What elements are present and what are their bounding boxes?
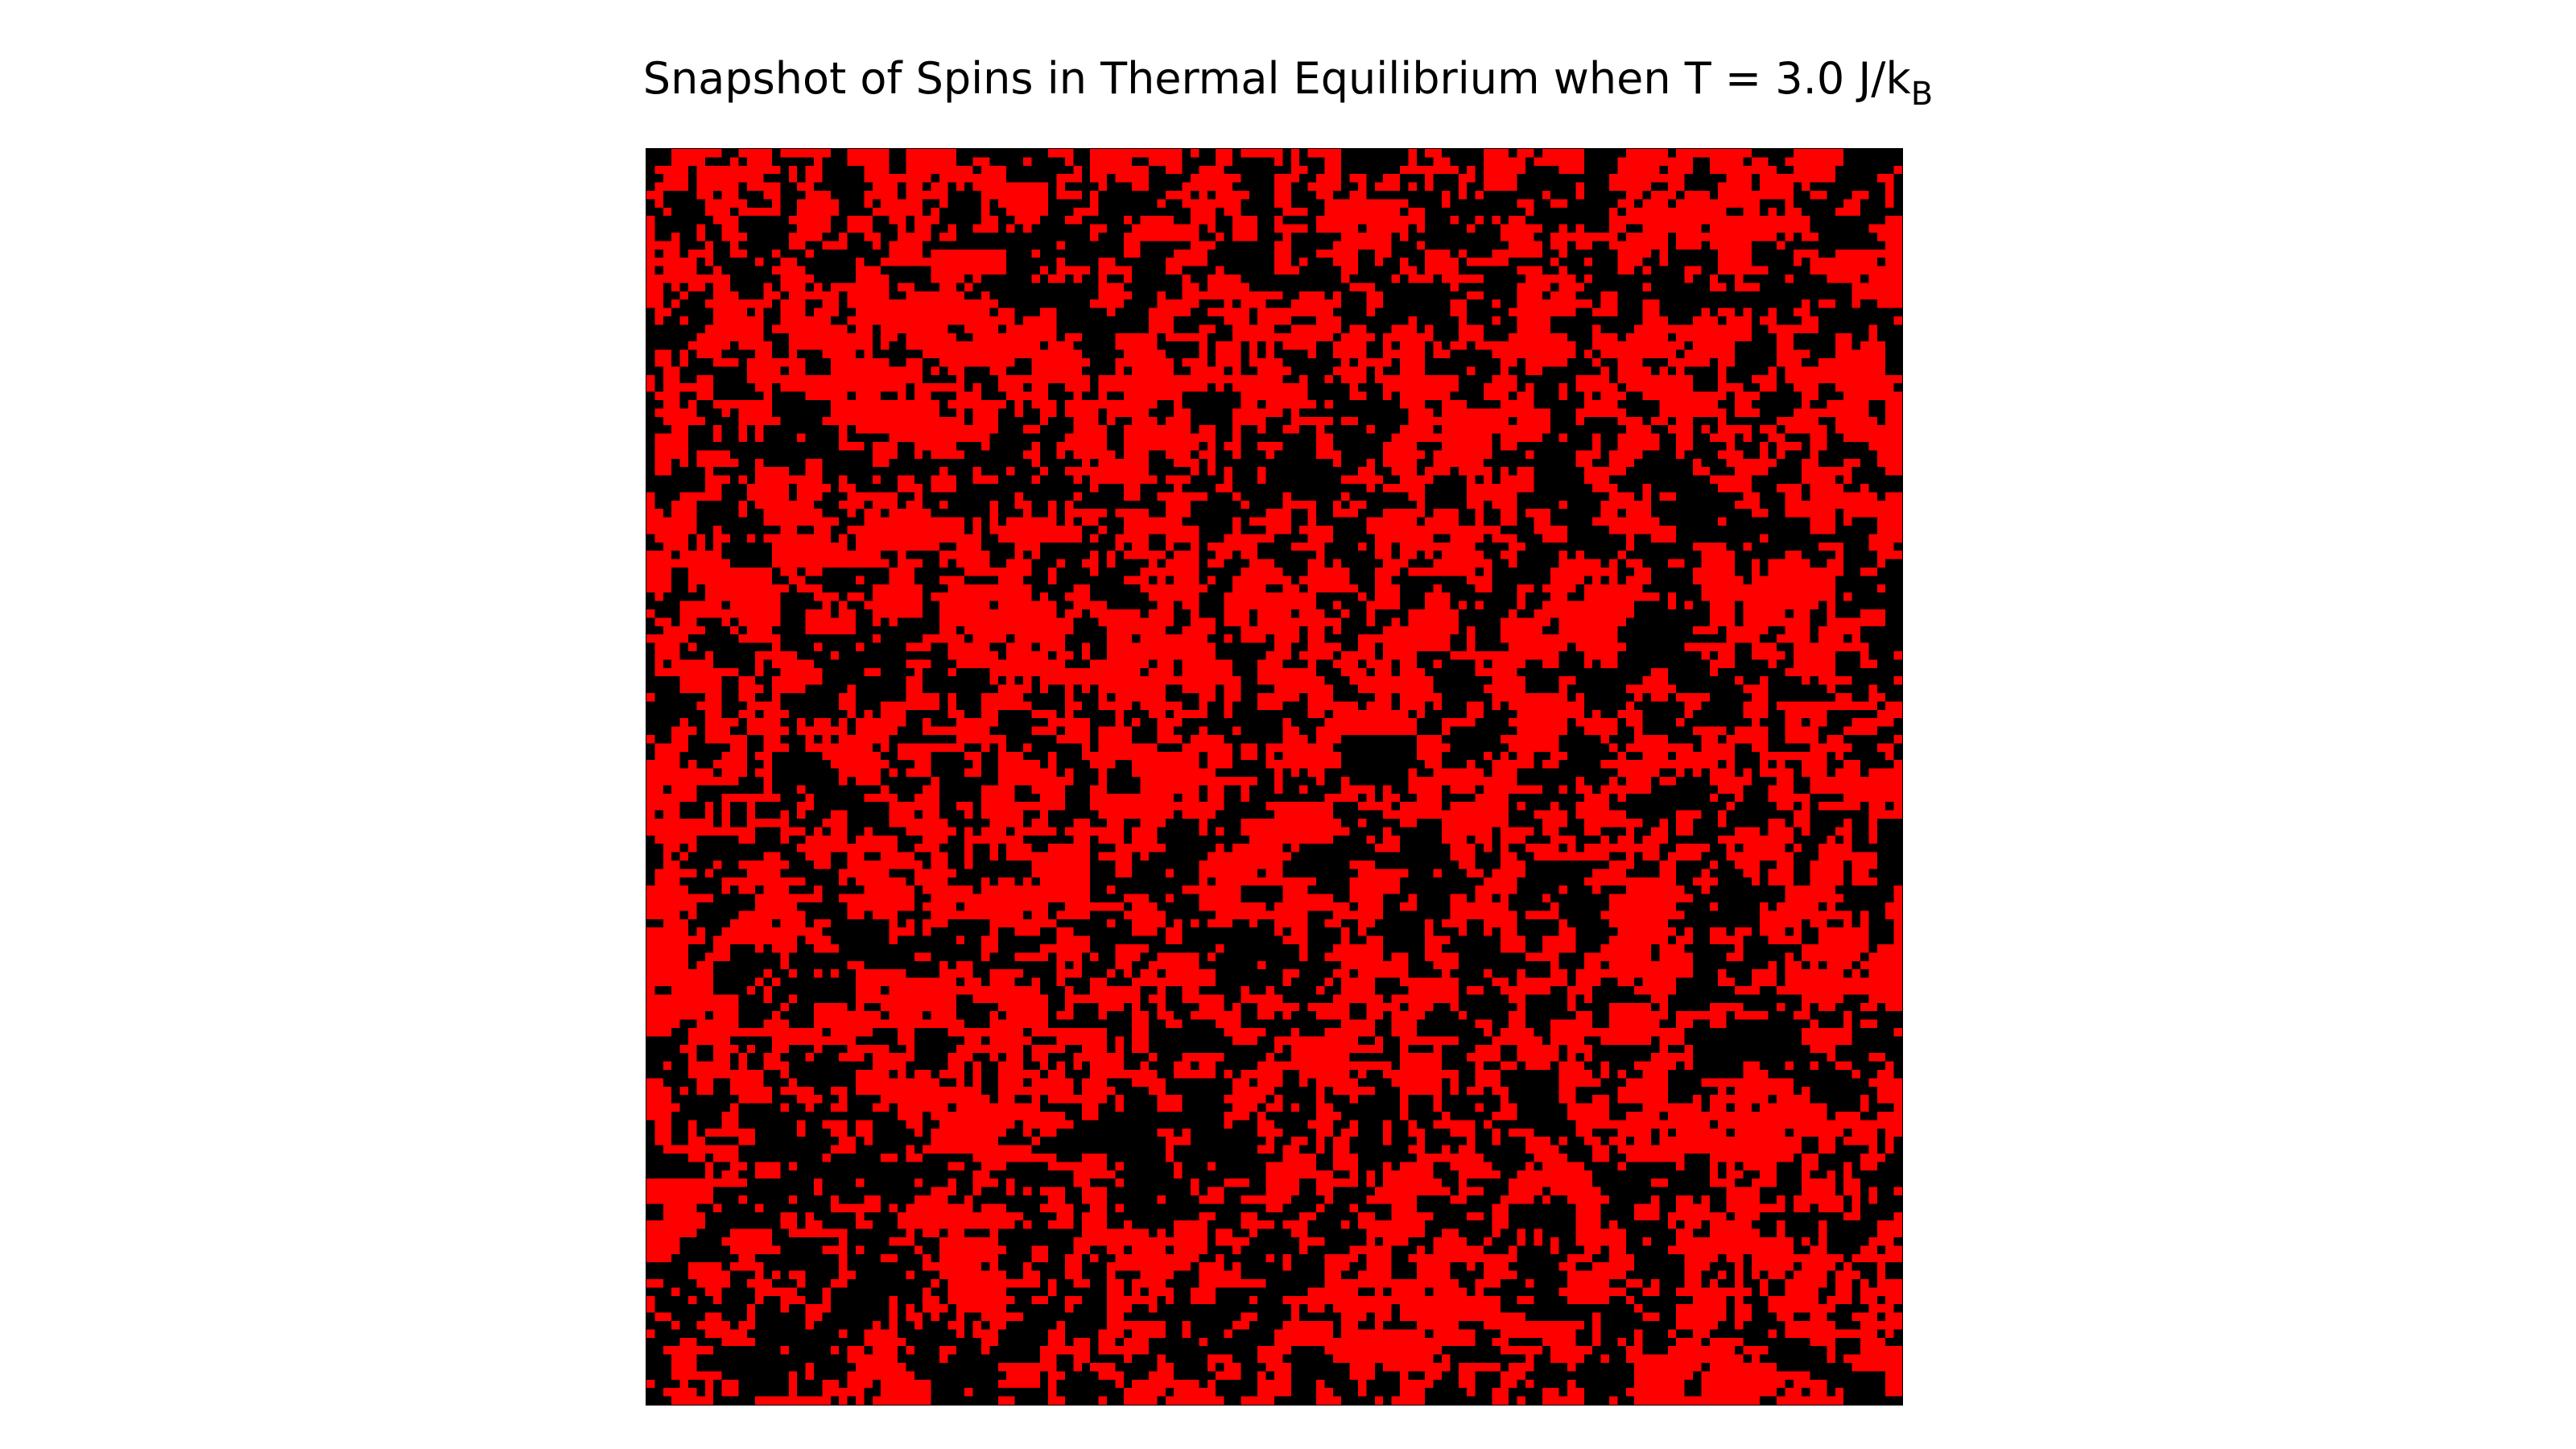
chart-title-subscript: B bbox=[1910, 76, 1934, 113]
chart-title-main: Snapshot of Spins in Thermal Equilibrium… bbox=[642, 53, 1911, 104]
spin-lattice-heatmap bbox=[646, 149, 1902, 1405]
spin-lattice-frame bbox=[646, 148, 1903, 1406]
chart-title: Snapshot of Spins in Thermal Equilibrium… bbox=[0, 47, 2576, 126]
